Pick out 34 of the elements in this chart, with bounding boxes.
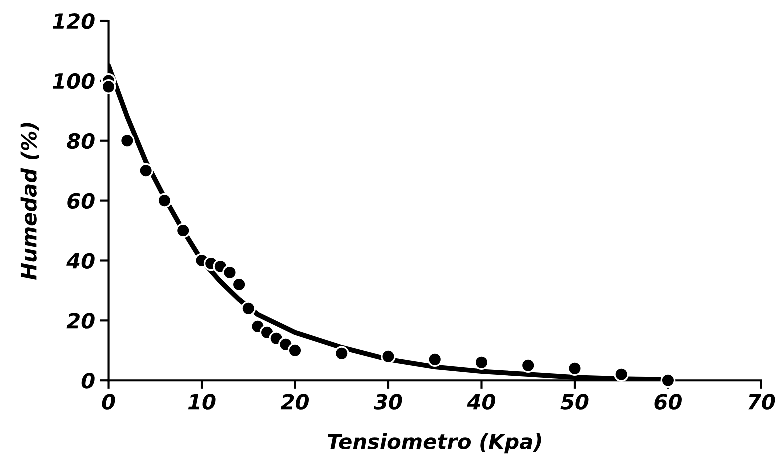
y-tick-label: 40 [66,253,95,269]
point [101,80,116,94]
point [138,163,154,178]
x-tick-label: 70 [748,394,776,410]
point [232,277,247,292]
point [660,373,676,388]
x-tick-label: 20 [280,394,310,410]
x-tick-label: 40 [467,394,496,410]
y-tick-label: 120 [52,13,95,30]
point [568,361,582,376]
y-tick-label: 100 [52,73,95,90]
point [241,301,256,316]
x-axis-title: Tensiometro (Kpa) [328,433,542,454]
x-tick-label: 10 [188,394,216,410]
y-tick-label: 20 [66,313,95,329]
x-tick-label: 0 [102,394,116,410]
y-tick-label: 60 [68,193,95,210]
point [288,343,303,358]
point [381,349,396,364]
point [474,355,490,370]
point [157,193,172,208]
point [614,367,630,382]
point [222,265,238,280]
point [520,358,536,374]
y-axis-title: Humedad (%) [20,123,40,280]
point [428,352,443,368]
point [176,223,191,238]
x-tick-label: 30 [374,394,402,410]
x-tick-label: 60 [654,394,682,410]
y-tick-label: 80 [67,133,95,150]
point [334,346,350,362]
y-tick-label: 0 [82,373,95,389]
x-tick-label: 50 [560,394,589,410]
point [120,133,135,148]
